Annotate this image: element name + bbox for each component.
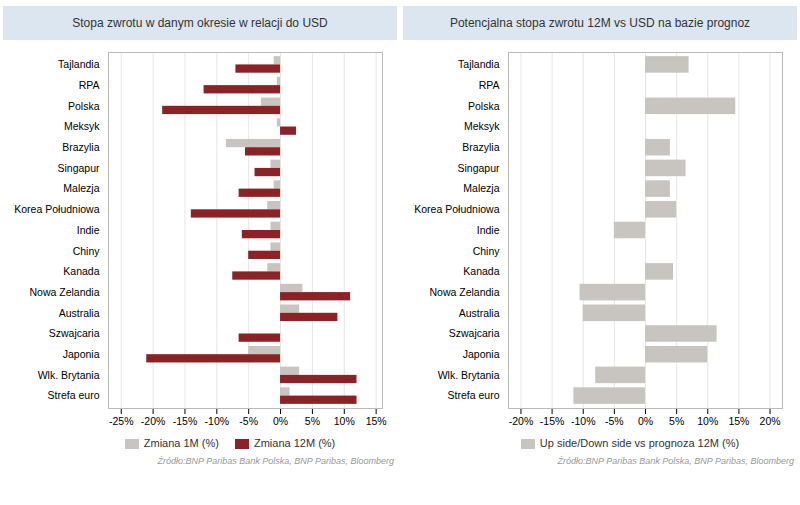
svg-text:Indie: Indie — [77, 224, 100, 236]
html-text:Zmiana 12M (%): Zmiana 12M (%) — [253, 437, 336, 449]
html-text:Źródło:BNP Paribas Bank Polska: Źródło:BNP Paribas Bank Polska, BNP Pari… — [557, 456, 794, 466]
svg-text:Polska: Polska — [468, 100, 500, 112]
svg-text:Meksyk: Meksyk — [464, 120, 500, 132]
svg-text:Polska: Polska — [68, 100, 100, 112]
svg-text:-5%: -5% — [605, 415, 624, 427]
svg-text:Singapur: Singapur — [57, 162, 100, 174]
svg-text:Meksyk: Meksyk — [64, 120, 100, 132]
svg-text:Tajlandia: Tajlandia — [58, 58, 100, 70]
svg-text:Malezja: Malezja — [63, 182, 99, 194]
svg-text:RPA: RPA — [479, 79, 500, 91]
svg-text:Australia: Australia — [59, 307, 100, 319]
svg-text:Nowa Zelandia: Nowa Zelandia — [29, 286, 99, 298]
svg-text:Korea Południowa: Korea Południowa — [14, 203, 99, 215]
svg-text:Australia: Australia — [459, 307, 500, 319]
html-text:Potencjalna stopa zwrotu 12M v: Potencjalna stopa zwrotu 12M vs USD na b… — [449, 16, 751, 30]
svg-text:10%: 10% — [334, 415, 355, 427]
svg-text:Szwajcaria: Szwajcaria — [449, 327, 500, 339]
svg-text:Singapur: Singapur — [457, 162, 500, 174]
svg-text:Brazylia: Brazylia — [62, 141, 100, 153]
html-text:Zmiana 1M (%): Zmiana 1M (%) — [143, 437, 219, 449]
svg-text:Nowa Zelandia: Nowa Zelandia — [429, 286, 499, 298]
svg-text:Malezja: Malezja — [463, 182, 499, 194]
svg-text:-10%: -10% — [205, 415, 230, 427]
html-text:Stopa zwrotu w danym okresie w: Stopa zwrotu w danym okresie w relacji d… — [72, 16, 328, 30]
svg-text:-10%: -10% — [571, 415, 596, 427]
svg-text:Korea Południowa: Korea Południowa — [414, 203, 499, 215]
svg-text:20%: 20% — [760, 415, 781, 427]
svg-text:0%: 0% — [638, 415, 653, 427]
svg-text:15%: 15% — [366, 415, 387, 427]
svg-text:RPA: RPA — [79, 79, 100, 91]
svg-text:-5%: -5% — [239, 415, 258, 427]
svg-text:10%: 10% — [697, 415, 718, 427]
svg-text:15%: 15% — [728, 415, 749, 427]
svg-text:Japonia: Japonia — [63, 348, 100, 360]
svg-text:Tajlandia: Tajlandia — [458, 58, 500, 70]
svg-text:Indie: Indie — [477, 224, 500, 236]
svg-text:Chiny: Chiny — [473, 245, 501, 257]
svg-text:Szwajcaria: Szwajcaria — [49, 327, 100, 339]
svg-text:-15%: -15% — [173, 415, 198, 427]
svg-text:Kanada: Kanada — [463, 265, 499, 277]
svg-text:5%: 5% — [305, 415, 320, 427]
svg-text:Chiny: Chiny — [73, 245, 101, 257]
svg-text:0%: 0% — [273, 415, 288, 427]
svg-text:Strefa euro: Strefa euro — [448, 389, 500, 401]
svg-text:Wlk. Brytania: Wlk. Brytania — [38, 369, 100, 381]
svg-text:Strefa euro: Strefa euro — [48, 389, 100, 401]
svg-text:-20%: -20% — [141, 415, 166, 427]
svg-text:-25%: -25% — [109, 415, 134, 427]
svg-text:Brazylia: Brazylia — [462, 141, 500, 153]
svg-text:Kanada: Kanada — [63, 265, 99, 277]
html-text:Źródło:BNP Paribas Bank Polska: Źródło:BNP Paribas Bank Polska, BNP Pari… — [157, 456, 394, 466]
svg-text:Wlk. Brytania: Wlk. Brytania — [438, 369, 500, 381]
svg-text:-15%: -15% — [540, 415, 565, 427]
svg-text:Japonia: Japonia — [463, 348, 500, 360]
svg-text:-20%: -20% — [509, 415, 534, 427]
html-text:Up side/Down side vs prognoza: Up side/Down side vs prognoza 12M (%) — [539, 437, 740, 449]
svg-text:5%: 5% — [669, 415, 684, 427]
